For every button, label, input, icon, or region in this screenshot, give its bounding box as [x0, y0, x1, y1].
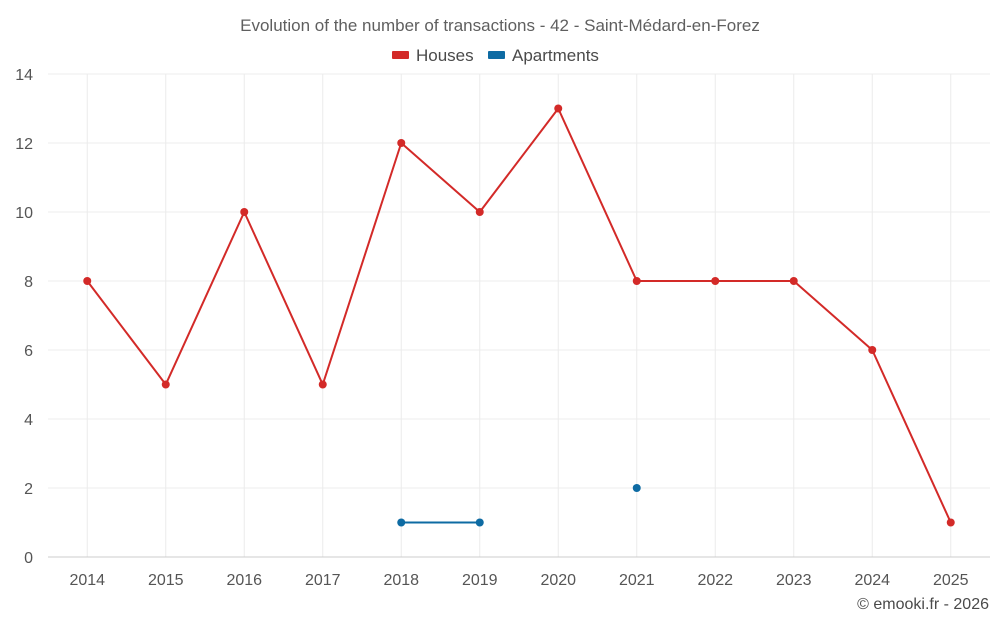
- x-tick-label-2023: 2023: [776, 572, 812, 589]
- legend-swatch-apartments: [488, 51, 505, 59]
- axes: 0 2 4 6 8 10 12 14 2014 2015 2016 2017 2018 2019 2020 2…: [15, 67, 990, 589]
- x-tick-label-2021: 2021: [619, 572, 655, 589]
- legend-label-apartments: Apartments: [512, 46, 599, 65]
- point-houses-2014: [83, 277, 92, 285]
- y-tick-label-10: 10: [15, 205, 33, 222]
- legend: Houses Apartments: [392, 46, 599, 65]
- x-tick-label-2016: 2016: [226, 572, 262, 589]
- point-apartments-2019: [475, 518, 484, 527]
- point-houses-2023: [789, 277, 798, 285]
- grid: [48, 73, 990, 557]
- point-houses-2016: [240, 208, 249, 216]
- series-line-houses-0: [86, 107, 952, 523]
- point-houses-2020: [554, 104, 563, 113]
- point-houses-2015: [161, 380, 170, 389]
- legend-item-houses[interactable]: Houses: [392, 46, 474, 65]
- point-houses-2017: [318, 380, 327, 389]
- legend-swatch-houses: [392, 51, 409, 59]
- legend-item-apartments[interactable]: Apartments: [488, 46, 599, 65]
- x-tick-label-2020: 2020: [540, 572, 576, 589]
- chart-title: Evolution of the number of transactions …: [240, 16, 760, 35]
- x-tick-label-2024: 2024: [854, 572, 890, 589]
- x-tick-label-2025: 2025: [933, 572, 969, 589]
- x-tick-label-2018: 2018: [383, 572, 419, 589]
- y-tick-label-14: 14: [15, 67, 33, 84]
- series-apartments: [397, 484, 641, 527]
- x-tick-label-2019: 2019: [462, 572, 498, 589]
- point-apartments-2018: [397, 518, 406, 527]
- y-tick-label-8: 8: [24, 274, 33, 291]
- legend-label-houses: Houses: [416, 46, 474, 65]
- y-tick-label-12: 12: [15, 136, 33, 153]
- point-apartments-2021: [632, 484, 641, 492]
- y-tick-label-4: 4: [24, 412, 33, 429]
- x-tick-label-2017: 2017: [305, 572, 341, 589]
- x-tick-label-2014: 2014: [69, 572, 105, 589]
- series: [83, 104, 955, 527]
- credit-text: © emooki.fr - 2026: [857, 596, 989, 613]
- y-tick-label-0: 0: [24, 550, 33, 567]
- point-houses-2019: [475, 208, 484, 216]
- series-houses: [83, 104, 955, 527]
- point-houses-2018: [397, 139, 406, 147]
- point-houses-2021: [632, 277, 641, 285]
- point-houses-2025: [946, 518, 955, 527]
- x-tick-label-2015: 2015: [148, 572, 184, 589]
- y-tick-label-6: 6: [24, 343, 33, 360]
- x-tick-label-2022: 2022: [697, 572, 733, 589]
- point-houses-2024: [868, 346, 877, 354]
- point-houses-2022: [711, 277, 720, 285]
- y-tick-label-2: 2: [24, 481, 33, 498]
